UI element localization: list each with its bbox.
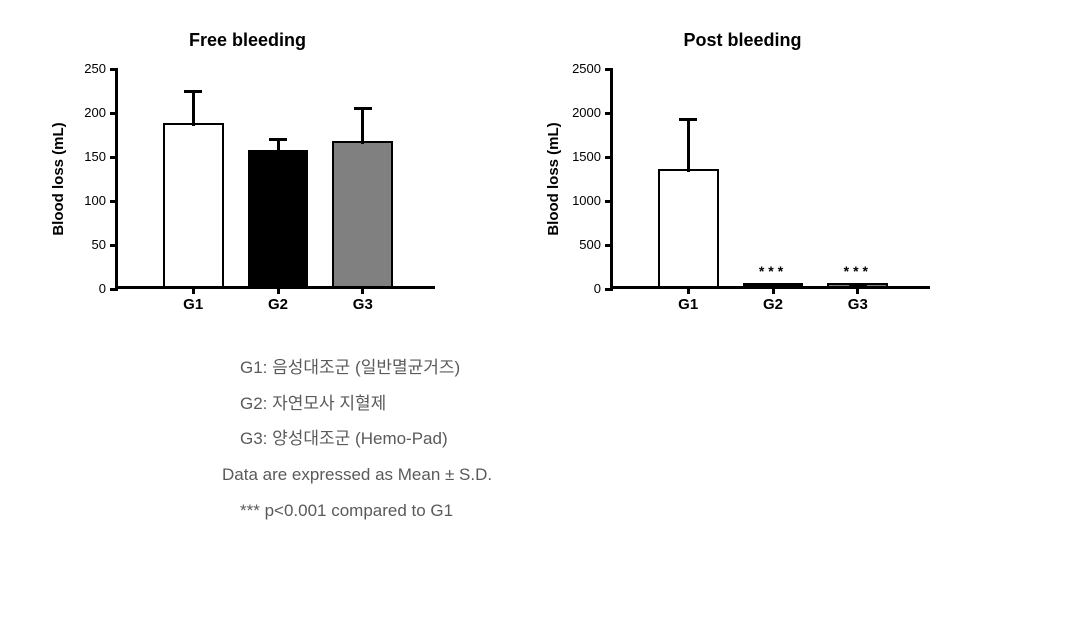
- error-bar: [277, 139, 280, 152]
- legend-g3: G3: 양성대조군 (Hemo-Pad): [240, 421, 492, 457]
- y-tick-label: 500: [579, 237, 601, 252]
- y-tick-label: 150: [84, 149, 106, 164]
- legend: G1: 음성대조군 (일반멸균거즈) G2: 자연모사 지혈제 G3: 양성대조…: [240, 350, 492, 528]
- chart-title: Post bleeding: [555, 30, 930, 51]
- y-tick-label: 50: [92, 237, 106, 252]
- x-tick-label: G1: [183, 296, 203, 313]
- x-tick-label: G2: [268, 296, 288, 313]
- error-cap: [269, 138, 287, 141]
- error-cap: [679, 118, 697, 121]
- legend-g1: G1: 음성대조군 (일반멸균거즈): [240, 350, 492, 386]
- plot-area: 050100150200250G1G2G3: [115, 69, 435, 289]
- y-tick-label: 250: [84, 61, 106, 76]
- bar-g1: [658, 169, 719, 286]
- significance-marker: ***: [844, 263, 872, 279]
- y-axis-label: Blood loss (mL): [50, 122, 67, 235]
- significance-marker: ***: [759, 263, 787, 279]
- error-cap: [354, 107, 372, 110]
- y-tick-label: 200: [84, 105, 106, 120]
- bar-g3: [332, 141, 393, 286]
- legend-expr: Data are expressed as Mean ± S.D.: [222, 457, 492, 493]
- y-tick-label: 1500: [572, 149, 601, 164]
- chart-post-bleeding: Post bleeding 05001000150020002500G1***G…: [555, 30, 930, 289]
- y-tick-label: 0: [594, 281, 601, 296]
- x-tick-label: G2: [763, 296, 783, 313]
- y-axis-label: Blood loss (mL): [545, 122, 562, 235]
- error-cap: [184, 90, 202, 93]
- bar-g1: [163, 123, 224, 286]
- y-tick-label: 2500: [572, 61, 601, 76]
- y-tick-label: 1000: [572, 193, 601, 208]
- y-tick-label: 2000: [572, 105, 601, 120]
- y-tick-label: 100: [84, 193, 106, 208]
- legend-g2: G2: 자연모사 지혈제: [240, 386, 492, 422]
- legend-sig: *** p<0.001 compared to G1: [240, 493, 492, 529]
- plot-area: 05001000150020002500G1***G2***G3: [610, 69, 930, 289]
- error-bar: [192, 91, 195, 126]
- x-tick-label: G3: [848, 296, 868, 313]
- error-bar: [687, 119, 690, 172]
- bar-g2: [248, 150, 309, 286]
- chart-title: Free bleeding: [60, 30, 435, 51]
- y-tick-label: 0: [99, 281, 106, 296]
- x-tick-label: G3: [353, 296, 373, 313]
- charts-row: Free bleeding 050100150200250G1G2G3 Bloo…: [60, 30, 930, 289]
- error-bar: [361, 109, 364, 144]
- x-tick-label: G1: [678, 296, 698, 313]
- chart-free-bleeding: Free bleeding 050100150200250G1G2G3 Bloo…: [60, 30, 435, 289]
